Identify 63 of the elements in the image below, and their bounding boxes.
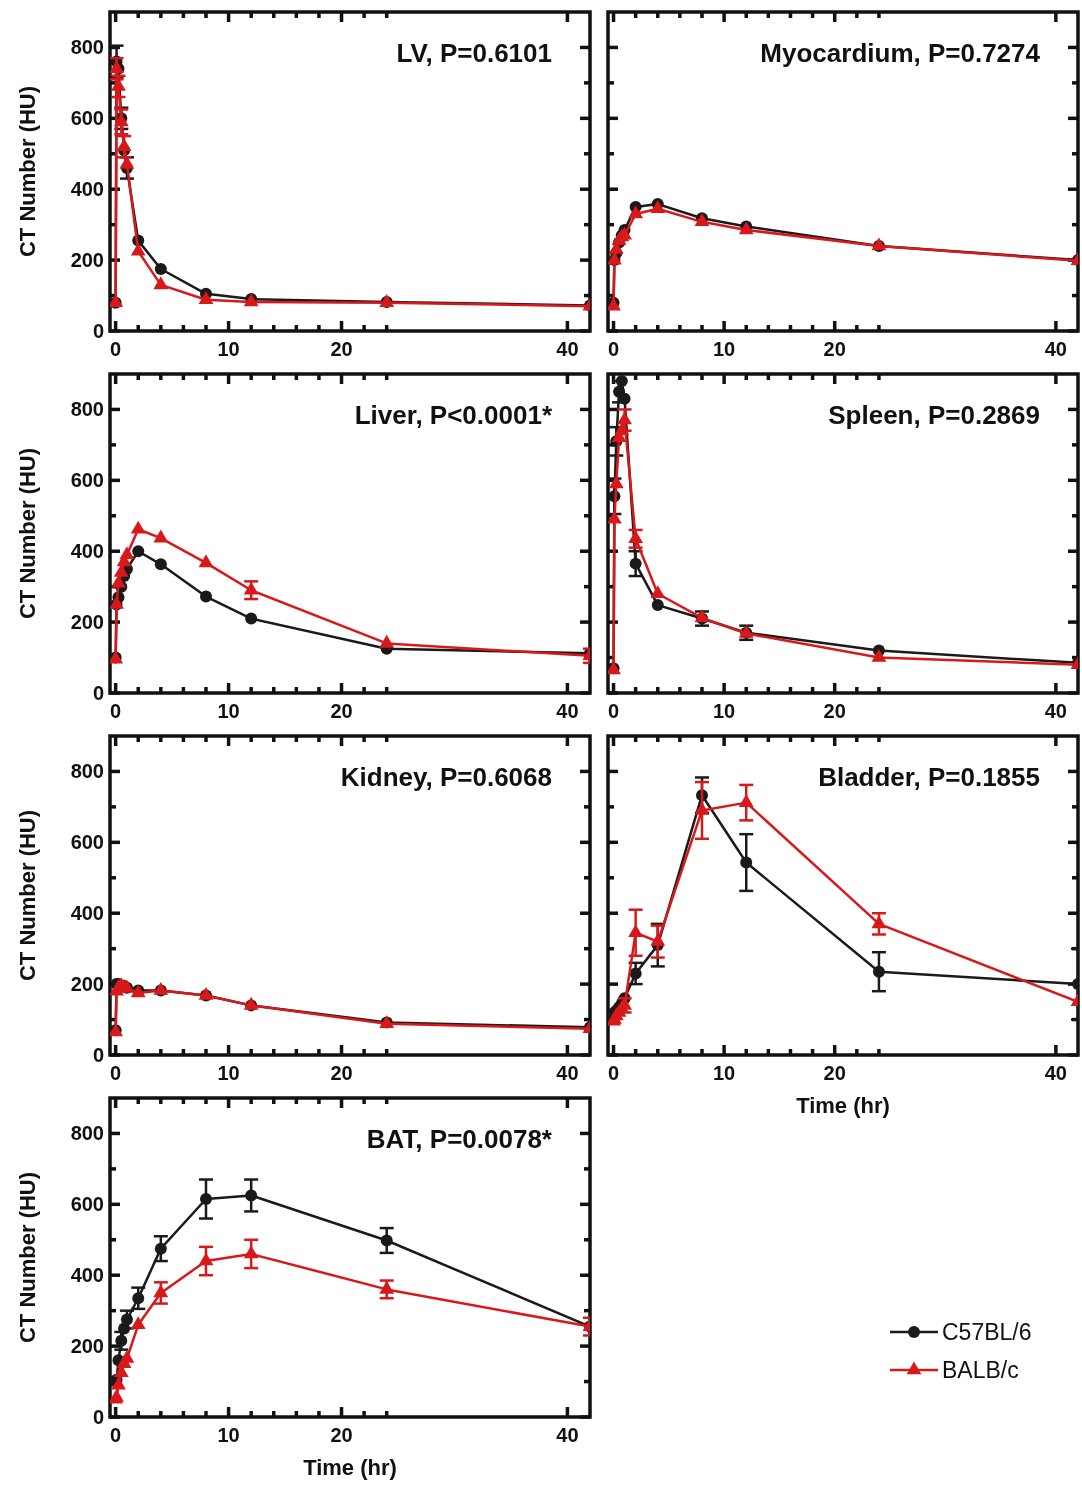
y-tick-label: 400	[70, 540, 104, 563]
x-tick-label: 0	[607, 700, 620, 722]
y-tick-label: 600	[70, 831, 104, 854]
y-tick-label: 600	[70, 1193, 104, 1216]
y-tick-label: 400	[70, 1264, 104, 1287]
x-axis-title: Time (hr)	[796, 1093, 890, 1118]
x-tick-label: 40	[1044, 338, 1068, 360]
text: Spleen, P=0.2869	[828, 400, 1040, 430]
x-axis-title: Time (hr)	[303, 1455, 397, 1480]
text: BAT, P=0.0078*	[366, 1124, 553, 1154]
y-axis-title: CT Number (HU)	[15, 809, 40, 982]
y-tick-label: 800	[70, 760, 104, 783]
x-tick-label: 40	[556, 700, 579, 722]
y-tick-label: 600	[70, 107, 104, 130]
y-tick-label: 400	[70, 902, 104, 925]
y-tick-label: 600	[70, 469, 104, 492]
y-tick-label: 0	[92, 320, 104, 342]
y-tick-label: 400	[70, 178, 104, 201]
x-tick-label: 40	[1044, 700, 1068, 722]
x-tick-label: 20	[330, 1424, 353, 1446]
y-tick-label: 200	[70, 973, 104, 996]
x-tick-label: 20	[330, 338, 353, 360]
y-tick-label: 200	[70, 1335, 104, 1358]
x-tick-label: 20	[330, 1062, 353, 1084]
x-tick-label: 0	[110, 1062, 122, 1084]
x-tick-label: 10	[217, 1062, 240, 1084]
text: Kidney, P=0.6068	[340, 762, 552, 792]
x-tick-label: 40	[556, 338, 579, 360]
y-axis-title: CT Number (HU)	[15, 447, 40, 620]
x-tick-label: 40	[556, 1062, 579, 1084]
text: LV, P=0.6101	[396, 38, 552, 68]
y-tick-label: 800	[70, 1122, 104, 1145]
y-tick-label: 800	[70, 36, 104, 59]
y-tick-label: 200	[70, 249, 104, 272]
x-tick-label: 0	[110, 700, 122, 722]
x-tick-label: 0	[110, 1424, 122, 1446]
x-tick-label: 10	[712, 338, 736, 360]
y-tick-label: 0	[92, 1044, 104, 1066]
y-axis-title: CT Number (HU)	[15, 85, 40, 258]
x-tick-label: 10	[217, 338, 240, 360]
y-tick-label: 200	[70, 611, 104, 634]
x-tick-label: 20	[823, 700, 846, 722]
x-tick-label: 10	[712, 700, 736, 722]
y-tick-label: 0	[92, 1406, 104, 1428]
x-tick-label: 20	[823, 338, 846, 360]
x-tick-label: 20	[330, 700, 353, 722]
x-tick-label: 40	[1044, 1062, 1068, 1084]
legend-label: C57BL/6	[942, 1319, 1032, 1345]
y-tick-label: 0	[92, 682, 104, 704]
x-tick-label: 10	[712, 1062, 736, 1084]
x-tick-label: 0	[607, 1062, 620, 1084]
legend-label: BALB/c	[942, 1357, 1019, 1383]
y-axis-title: CT Number (HU)	[15, 1171, 40, 1344]
x-tick-label: 20	[823, 1062, 846, 1084]
x-tick-label: 0	[110, 338, 122, 360]
x-tick-label: 10	[217, 1424, 240, 1446]
text: Myocardium, P=0.7274	[760, 38, 1041, 68]
x-tick-label: 40	[556, 1424, 579, 1446]
text: Bladder, P=0.1855	[818, 762, 1040, 792]
text: Liver, P<0.0001*	[354, 400, 553, 430]
y-tick-label: 800	[70, 398, 104, 421]
x-tick-label: 10	[217, 700, 240, 722]
x-tick-label: 0	[607, 338, 620, 360]
